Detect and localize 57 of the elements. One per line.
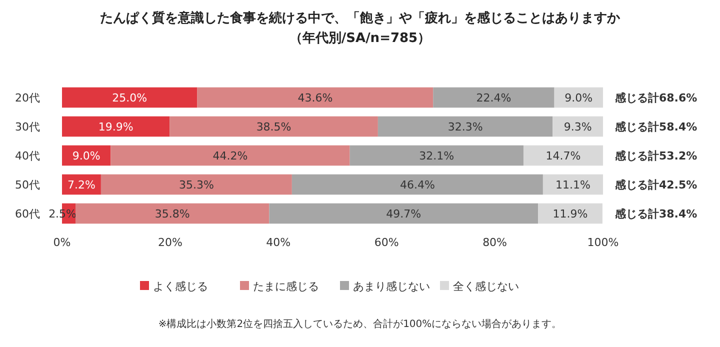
data-label: 46.4% <box>400 178 435 192</box>
y-tick-label: 30代 <box>15 120 40 134</box>
text: 感じる計53.2% <box>614 150 698 162</box>
bar <box>538 203 602 224</box>
bar <box>292 174 543 195</box>
bar <box>62 116 170 137</box>
data-label: 43.6% <box>298 92 333 104</box>
bar <box>542 174 603 195</box>
data-label: 32.1% <box>419 150 454 162</box>
data-label: 49.7% <box>386 208 422 220</box>
data-label: 14.7% <box>546 150 581 162</box>
bar <box>62 87 198 108</box>
data-label: 44.2% <box>212 150 248 162</box>
data-label: 9.0% <box>72 150 100 162</box>
data-label: 7.2% <box>68 178 96 192</box>
bar <box>378 116 553 137</box>
data-label: 32.3% <box>448 120 483 134</box>
text: ※構成比は小数第2位を四捨五入しているため、合計が100%にならない場合があります。 <box>158 318 562 330</box>
x-tick-label: 80% <box>482 236 508 249</box>
data-label: 9.0% <box>564 92 593 104</box>
data-label: 11.9% <box>552 208 588 220</box>
data-label: 22.4% <box>476 92 512 104</box>
y-tick-label: 20代 <box>15 92 40 104</box>
text: 感じる計38.4% <box>614 208 698 220</box>
chart-title: たんぱく質を意識した食事を続ける中で、「飽き」や「疲れ」を感じることはありますか <box>100 10 621 26</box>
y-tick-label: 60代 <box>15 208 40 220</box>
bar <box>170 116 378 137</box>
y-tick-label: 40代 <box>15 150 40 162</box>
legend-label: 全く感じない <box>453 280 519 293</box>
data-label: 35.8% <box>154 208 190 220</box>
data-label: 9.3% <box>564 120 592 134</box>
data-label: 19.9% <box>98 120 134 134</box>
chart-subtitle: （年代別/SA/n=785） <box>289 31 431 46</box>
y-tick-label: 50代 <box>15 178 40 192</box>
bar <box>100 174 292 195</box>
bar <box>197 87 434 108</box>
bar <box>433 87 554 108</box>
bar <box>523 145 603 166</box>
text: 感じる計42.5% <box>614 178 698 192</box>
data-label: 11.1% <box>556 178 590 192</box>
data-label: 38.5% <box>256 120 292 134</box>
x-tick-label: 60% <box>374 236 399 249</box>
x-tick-label: 20% <box>158 236 182 249</box>
bar <box>76 203 270 224</box>
bar <box>350 145 524 166</box>
data-label: 35.3% <box>178 178 214 192</box>
text: 感じる計68.6% <box>614 92 698 104</box>
bar <box>110 145 350 166</box>
x-tick-label: 40% <box>266 236 291 249</box>
legend-label: たまに感じる <box>253 280 319 293</box>
data-label: 25.0% <box>112 92 148 104</box>
x-tick-label: 0% <box>53 236 71 249</box>
legend-label: よく感じる <box>153 280 208 293</box>
legend-label: あまり感じない <box>353 280 430 293</box>
bar <box>269 203 538 224</box>
text: 感じる計58.4% <box>614 120 698 134</box>
x-tick-label: 100% <box>587 236 619 249</box>
